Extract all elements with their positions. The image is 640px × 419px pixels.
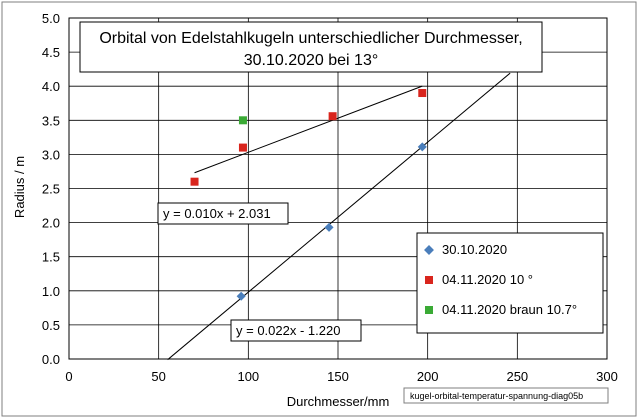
x-tick-label: 300 (596, 369, 618, 384)
y-tick-label: 1.5 (42, 250, 60, 265)
caption-text: kugel-orbital-temperatur-spannung-diag05… (410, 391, 583, 401)
trendline-equation-1-text: y = 0.010x + 2.031 (163, 206, 271, 221)
legend-marker-04-11-2020-braun (425, 306, 433, 314)
legend-label-30-10-2020: 30.10.2020 (442, 242, 507, 257)
x-axis-ticks: 0 50 100 150 200 250 300 (65, 369, 617, 384)
caption-box: kugel-orbital-temperatur-spannung-diag05… (403, 387, 609, 404)
y-tick-label: 4.5 (42, 45, 60, 60)
legend-label-04-11-2020: 04.11.2020 10 ° (442, 272, 533, 287)
legend-marker-04-11-2020 (425, 276, 433, 284)
x-tick-label: 50 (151, 369, 165, 384)
trendline-equation-2: y = 0.022x - 1.220 (230, 319, 362, 342)
chart-title-box: Orbital von Edelstahlkugeln unterschiedl… (79, 21, 543, 73)
data-point-series-2 (238, 116, 247, 125)
y-tick-label: 1.0 (42, 284, 60, 299)
chart-title-line-1: Orbital von Edelstahlkugeln unterschiedl… (99, 30, 522, 47)
y-tick-label: 5.0 (42, 11, 60, 26)
data-point-series-1 (190, 177, 199, 186)
y-tick-label: 3.0 (42, 147, 60, 162)
y-tick-label: 2.5 (42, 182, 60, 197)
plot-area (68, 17, 608, 360)
chart-title-line-2: 30.10.2020 bei 13° (244, 52, 379, 69)
y-tick-label: 0.5 (42, 318, 60, 333)
trendline-2 (167, 72, 511, 361)
y-axis-ticks: 0.0 0.5 1.0 1.5 2.0 2.5 3.0 3.5 4.0 4.5 5.0 (42, 11, 60, 367)
data-point-series-1 (238, 143, 247, 152)
x-tick-label: 100 (237, 369, 259, 384)
x-tick-label: 150 (327, 369, 349, 384)
trendline-equation-1: y = 0.010x + 2.031 (157, 202, 289, 225)
x-tick-label: 250 (506, 369, 528, 384)
x-tick-label: 0 (65, 369, 72, 384)
legend-label-04-11-2020-braun: 04.11.2020 braun 10.7° (442, 302, 577, 317)
trendline-equation-2-text: y = 0.022x - 1.220 (236, 323, 340, 338)
y-tick-label: 2.0 (42, 216, 60, 231)
data-point-series-1 (418, 89, 427, 98)
y-axis-label: Radius / m (12, 156, 27, 218)
legend: 30.10.2020 04.11.2020 10 ° 04.11.2020 br… (416, 232, 604, 334)
y-tick-label: 0.0 (42, 352, 60, 367)
x-tick-label: 200 (417, 369, 439, 384)
y-tick-label: 4.0 (42, 79, 60, 94)
data-point-series-1 (328, 112, 337, 121)
trend-lines (167, 72, 511, 361)
trendline-1 (194, 85, 423, 174)
x-axis-label: Durchmesser/mm (287, 394, 390, 409)
y-tick-label: 3.5 (42, 113, 60, 128)
